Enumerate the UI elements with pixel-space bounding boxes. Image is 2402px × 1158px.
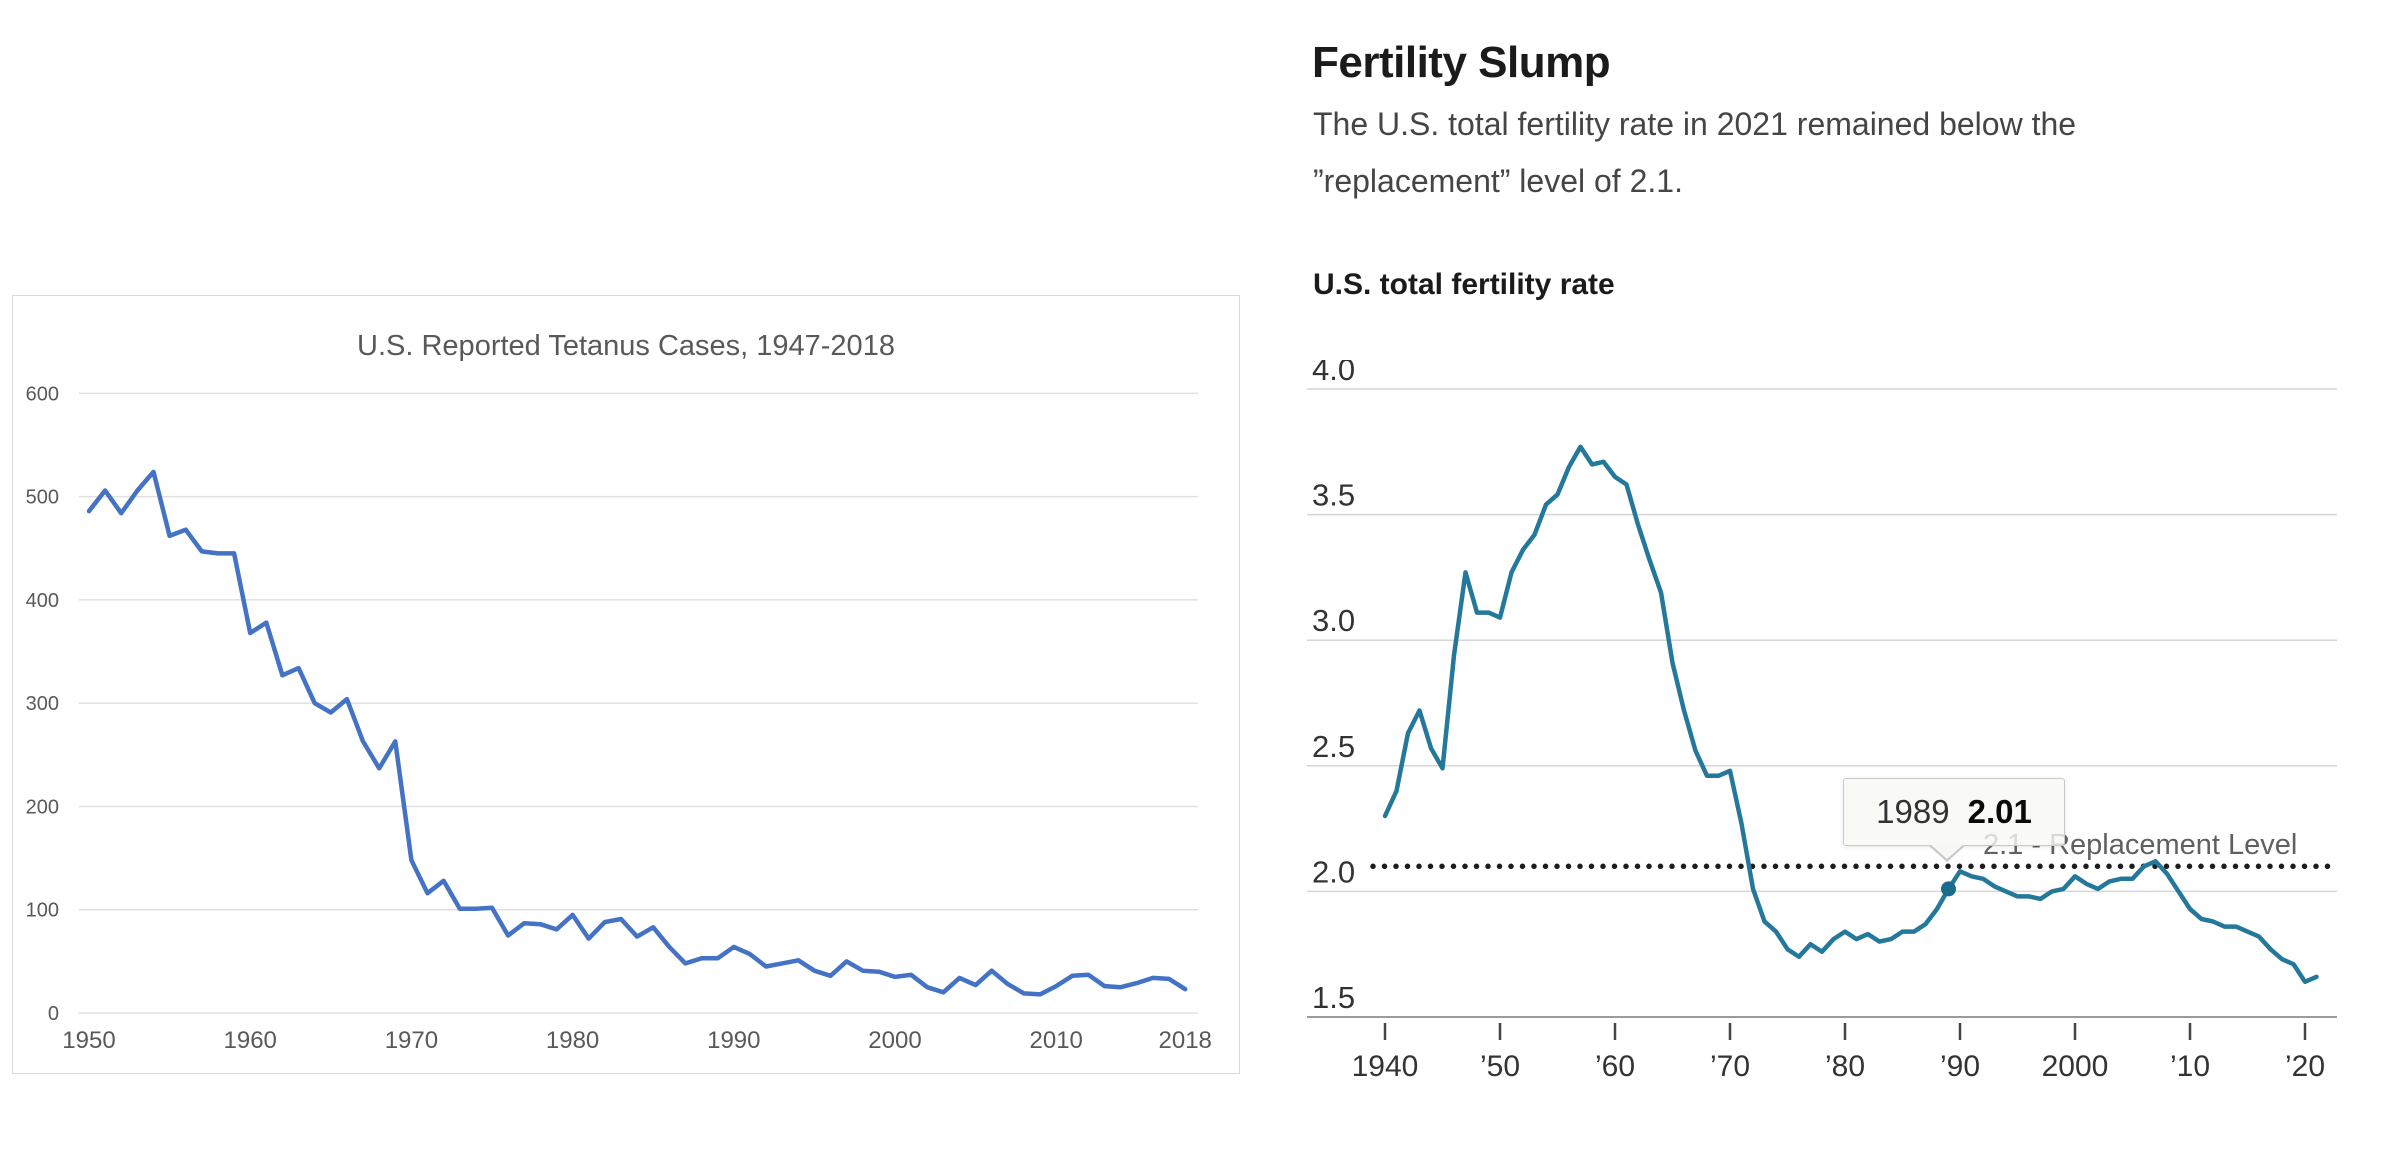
tetanus-line-chart[interactable]: 0 100 200 300 400 500 600 1950 1960 1970 1980 1990 2… xyxy=(13,296,1239,1073)
x-tick-label: 1990 xyxy=(707,1027,760,1054)
x-tick-label: 1940 xyxy=(1352,1050,1419,1083)
y-tick-label: 4.0 xyxy=(1312,360,1355,387)
fertility-chart-subtitle-line1: The U.S. total fertility rate in 2021 re… xyxy=(1313,106,2077,142)
y-tick-label: 400 xyxy=(26,590,59,612)
tetanus-chart-title: U.S. Reported Tetanus Cases, 1947-2018 xyxy=(357,330,895,362)
y-tick-label: 3.5 xyxy=(1312,478,1355,513)
y-tick-label: 100 xyxy=(26,900,59,922)
fertility-line-chart[interactable]: 1.5 2.0 2.5 3.0 3.5 4.0 1940 ’50 ’60 ’70 ’80 ’90 200… xyxy=(1290,360,2400,1110)
x-tick-label: ’10 xyxy=(2170,1050,2210,1083)
x-tick-label: 1970 xyxy=(385,1027,438,1054)
data-line xyxy=(86,469,1188,997)
y-tick-label: 0 xyxy=(48,1003,59,1025)
y-tick-label: 3.0 xyxy=(1312,603,1355,638)
x-tick-label: 2000 xyxy=(868,1027,921,1054)
x-tick-label: ’70 xyxy=(1710,1050,1750,1083)
y-tick-label: 1.5 xyxy=(1312,980,1355,1015)
fertility-chart-headline: Fertility Slump xyxy=(1312,38,1611,87)
x-tick-label: ’80 xyxy=(1825,1050,1865,1083)
tooltip-value: 2.01 xyxy=(1967,793,2032,830)
tooltip-year: 1989 xyxy=(1876,793,1950,830)
y-tick-label: 2.5 xyxy=(1312,729,1355,764)
y-tick-label: 600 xyxy=(26,383,59,405)
x-tick-label: ’50 xyxy=(1480,1050,1520,1083)
data-line xyxy=(1382,444,2319,985)
x-tick-label: 1980 xyxy=(546,1027,599,1054)
y-tick-label: 200 xyxy=(26,797,59,819)
x-tick-label: 2018 xyxy=(1159,1027,1212,1054)
y-tick-label: 500 xyxy=(26,487,59,509)
y-tick-label: 2.0 xyxy=(1312,854,1355,889)
tetanus-chart-card: U.S. Reported Tetanus Cases, 1947-2018 0… xyxy=(12,295,1240,1074)
x-tick-label: ’20 xyxy=(2285,1050,2325,1083)
fertility-axis-title: U.S. total fertility rate xyxy=(1313,268,1615,301)
x-tick-label: 2010 xyxy=(1030,1027,1083,1054)
x-tick-label: ’60 xyxy=(1595,1050,1635,1083)
x-tick-label: ’90 xyxy=(1940,1050,1980,1083)
fertility-chart-subtitle-line2: ”replacement” level of 2.1. xyxy=(1313,163,1683,199)
x-tick-label: 2000 xyxy=(2042,1050,2109,1083)
annotation-tooltip: 1989 2.01 xyxy=(1843,778,2065,862)
x-tick-label: 1960 xyxy=(224,1027,277,1054)
annotation-dot xyxy=(1941,881,1956,897)
y-tick-label: 300 xyxy=(26,693,59,715)
x-tick-label: 1950 xyxy=(62,1027,115,1054)
